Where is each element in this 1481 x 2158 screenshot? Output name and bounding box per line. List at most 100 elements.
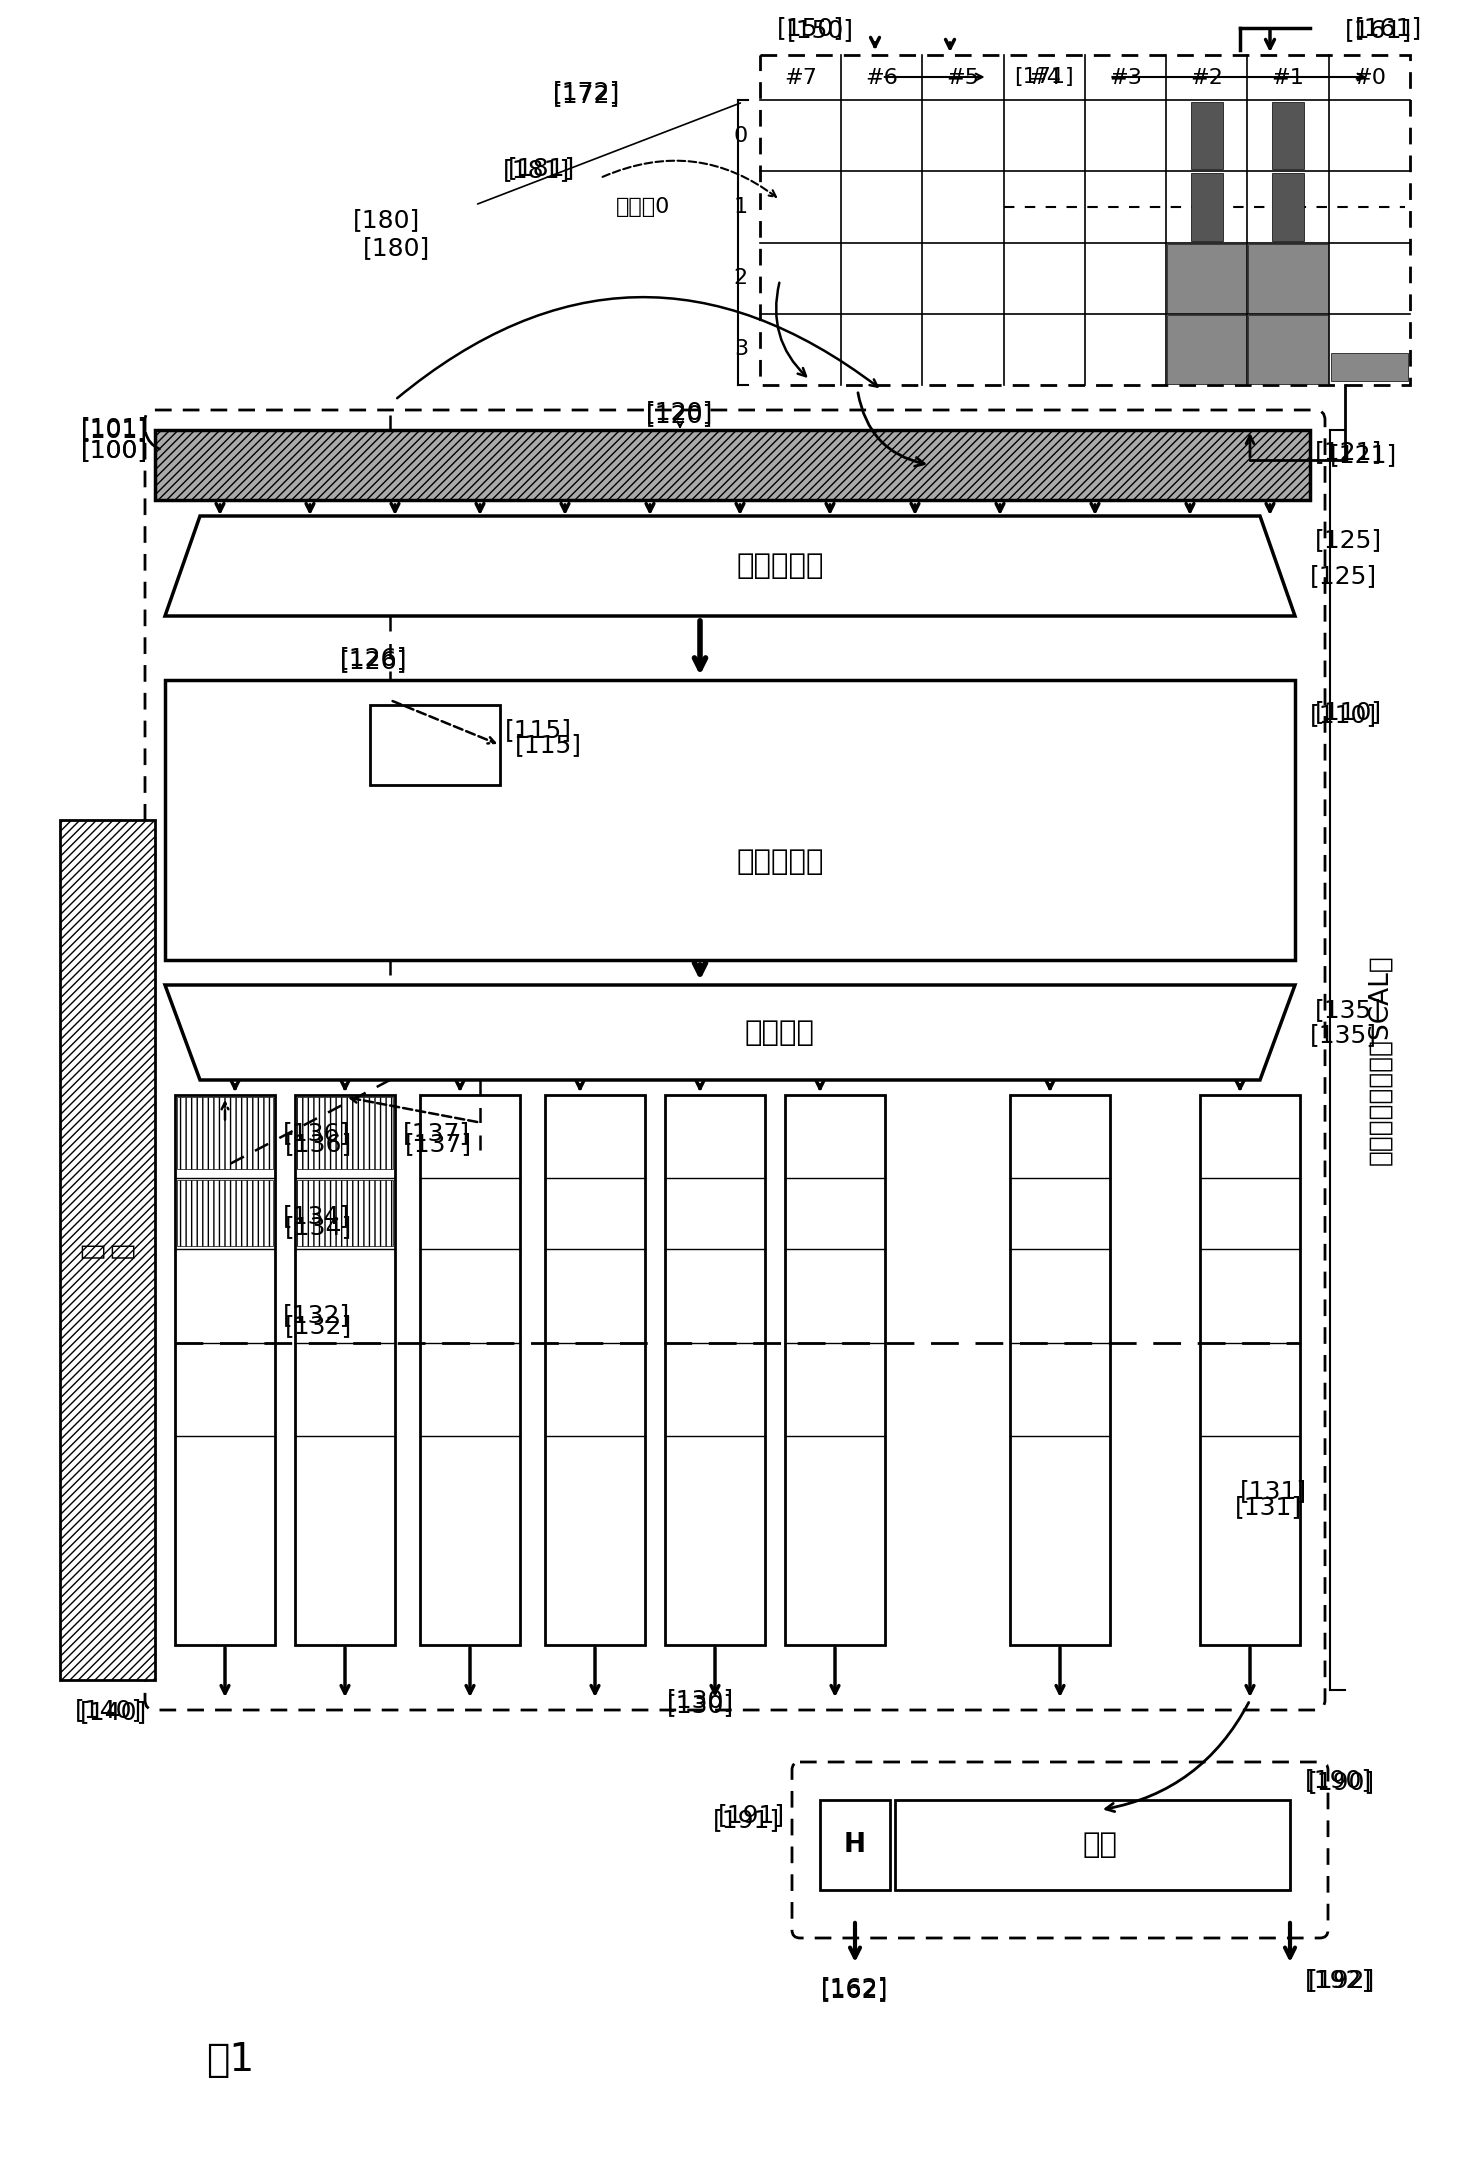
- Bar: [178, 1096, 273, 1167]
- Text: [192]: [192]: [1305, 1968, 1373, 1992]
- Bar: [1272, 173, 1305, 240]
- Text: [101]: [101]: [81, 419, 148, 442]
- Text: 3: 3: [735, 339, 748, 360]
- Bar: [760, 54, 1410, 384]
- Text: [190]: [190]: [1305, 1767, 1371, 1791]
- Text: [137]: [137]: [403, 1122, 469, 1146]
- Text: #3: #3: [1109, 67, 1142, 88]
- Bar: [895, 1800, 1290, 1890]
- Bar: [785, 1094, 886, 1644]
- Text: [130]: [130]: [666, 1694, 733, 1718]
- Bar: [298, 1180, 392, 1245]
- Bar: [820, 1800, 890, 1890]
- Bar: [665, 1094, 766, 1644]
- Text: [192]: [192]: [1308, 1968, 1376, 1992]
- Text: [180]: [180]: [352, 207, 421, 233]
- Bar: [421, 1094, 520, 1644]
- Text: [161]: [161]: [1345, 17, 1413, 41]
- Text: H: H: [844, 1832, 866, 1858]
- Text: #4: #4: [1028, 67, 1060, 88]
- Polygon shape: [164, 516, 1294, 615]
- Text: [120]: [120]: [646, 399, 714, 423]
- Bar: [1272, 101, 1305, 168]
- Bar: [295, 1094, 395, 1644]
- Text: [126]: [126]: [341, 650, 407, 673]
- Bar: [61, 820, 156, 1679]
- Text: [140]: [140]: [76, 1698, 142, 1722]
- Text: [137]: [137]: [404, 1133, 472, 1157]
- Bar: [370, 706, 501, 786]
- Text: [191]: [191]: [718, 1802, 785, 1828]
- Text: [140]: [140]: [80, 1701, 147, 1724]
- Text: [172]: [172]: [552, 82, 621, 108]
- Text: [134]: [134]: [283, 1204, 350, 1228]
- Text: [115]: [115]: [515, 734, 582, 757]
- Bar: [1200, 1094, 1300, 1644]
- Text: #5: #5: [946, 67, 979, 88]
- Bar: [1191, 173, 1223, 240]
- Text: [190]: [190]: [1308, 1770, 1376, 1793]
- Text: [121]: [121]: [1315, 440, 1382, 464]
- Bar: [1248, 315, 1328, 384]
- Text: [181]: [181]: [508, 155, 575, 179]
- Bar: [1248, 244, 1328, 313]
- Text: [115]: [115]: [505, 719, 572, 742]
- Text: 2: 2: [735, 268, 748, 289]
- FancyArrowPatch shape: [776, 283, 806, 375]
- Text: [172]: [172]: [552, 80, 621, 104]
- Bar: [1167, 315, 1247, 384]
- Text: 图1: 图1: [206, 2041, 255, 2078]
- Text: 控
制: 控 制: [80, 1243, 135, 1258]
- Text: [135]: [135]: [1315, 997, 1382, 1023]
- Text: #2: #2: [1191, 67, 1223, 88]
- Text: #1: #1: [1272, 67, 1305, 88]
- Polygon shape: [164, 984, 1294, 1079]
- Text: [130]: [130]: [666, 1688, 733, 1711]
- Text: 进入路由器: 进入路由器: [736, 552, 823, 581]
- Text: [131]: [131]: [1235, 1495, 1302, 1519]
- FancyArrowPatch shape: [857, 393, 924, 466]
- Text: [150]: [150]: [776, 15, 844, 41]
- Bar: [545, 1094, 646, 1644]
- Text: 交换核心适配层（SCAL）: 交换核心适配层（SCAL）: [1367, 954, 1394, 1165]
- FancyArrowPatch shape: [603, 160, 776, 196]
- Text: [136]: [136]: [283, 1122, 350, 1146]
- Text: [181]: [181]: [502, 158, 570, 181]
- Text: [161]: [161]: [1355, 15, 1422, 41]
- Text: [150]: [150]: [786, 17, 853, 41]
- Text: 出路由器: 出路由器: [745, 1019, 815, 1047]
- Text: [126]: [126]: [341, 645, 407, 669]
- Text: #0: #0: [1352, 67, 1386, 88]
- Text: #7: #7: [783, 67, 818, 88]
- Text: [132]: [132]: [284, 1314, 352, 1338]
- Text: [121]: [121]: [1330, 442, 1397, 466]
- Bar: [1167, 244, 1247, 313]
- Text: 优先权0: 优先权0: [616, 196, 669, 216]
- Text: [135]: [135]: [1311, 1023, 1377, 1047]
- Text: [191]: [191]: [712, 1808, 780, 1832]
- Text: 共享存储器: 共享存储器: [736, 848, 823, 876]
- Bar: [298, 1096, 392, 1167]
- Text: #6: #6: [865, 67, 899, 88]
- Bar: [164, 680, 1294, 960]
- Bar: [1010, 1094, 1109, 1644]
- FancyArrowPatch shape: [1106, 1703, 1248, 1811]
- FancyBboxPatch shape: [792, 1761, 1328, 1938]
- Text: [171]: [171]: [1014, 67, 1074, 86]
- Text: [120]: [120]: [646, 404, 714, 427]
- Text: [132]: [132]: [283, 1303, 350, 1327]
- Text: [101]: [101]: [81, 416, 148, 440]
- Bar: [175, 1094, 275, 1644]
- Text: 数据: 数据: [1083, 1830, 1118, 1858]
- FancyArrowPatch shape: [397, 298, 877, 399]
- Text: [162]: [162]: [822, 1977, 889, 2000]
- Text: [180]: [180]: [363, 235, 429, 259]
- Text: [100]: [100]: [81, 438, 148, 462]
- Text: 0: 0: [733, 125, 748, 145]
- Bar: [1331, 354, 1408, 382]
- Text: [125]: [125]: [1311, 563, 1377, 587]
- Bar: [178, 1180, 273, 1245]
- Text: [162]: [162]: [822, 1979, 889, 2003]
- Text: 1: 1: [735, 196, 748, 216]
- Bar: [1191, 101, 1223, 168]
